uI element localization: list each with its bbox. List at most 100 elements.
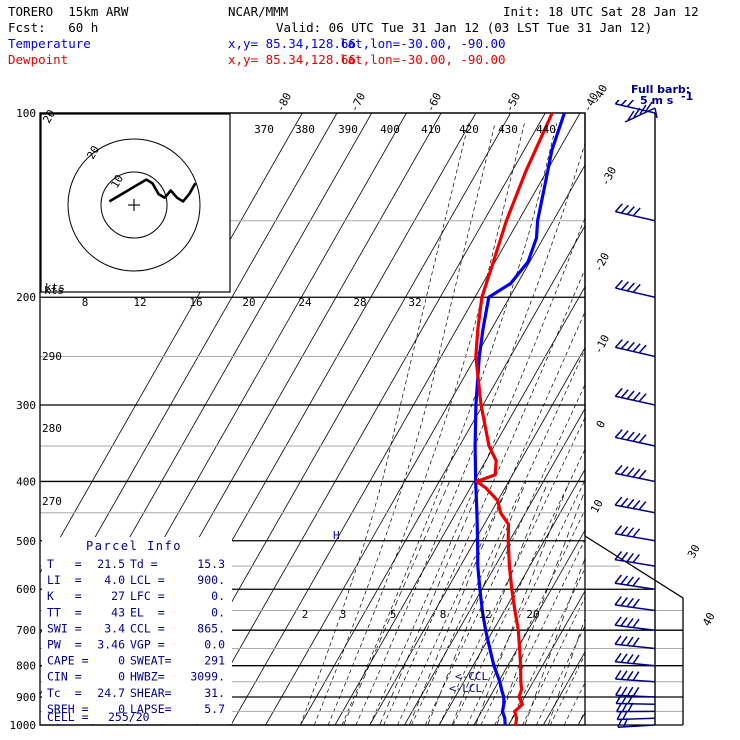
wind-scale-units: kts (44, 284, 64, 297)
thetae-label: 400 (380, 123, 400, 136)
isotherm-right-label: 10 (588, 497, 606, 515)
theta-label: 280 (42, 422, 62, 435)
wind-barb (614, 464, 656, 483)
isotherm (195, 113, 546, 725)
parcel-value-right: 0. (211, 605, 225, 619)
hodograph-ring-20 (67, 138, 201, 272)
wind-barb (614, 551, 656, 567)
isotherm (369, 346, 585, 725)
pressure-label: 700 (16, 624, 36, 637)
isotherm-top-label: -60 (424, 91, 445, 115)
temperature-latlon: lat,lon=-30.00, -90.00 (340, 36, 506, 51)
mixing-ratio-label: 12 (478, 608, 491, 621)
isotherm (230, 113, 581, 725)
thetae-label: 420 (459, 123, 479, 136)
parcel-key-right: LFC = (130, 589, 165, 603)
isotherm-right-label: 0 (594, 418, 609, 430)
parcel-value-right: 31. (204, 686, 225, 700)
theta-label: 270 (42, 495, 62, 508)
moist-adiabat (592, 123, 740, 725)
mixing-ratio-label: 2 (302, 608, 309, 621)
parcel-key-left: TT = (47, 605, 82, 619)
parcel-info-title: Parcel Info (86, 539, 182, 553)
isotherm (473, 529, 585, 725)
dewpoint-latlon: lat,lon=-30.00, -90.00 (340, 52, 506, 67)
full-barb-title: Full barb: (631, 83, 690, 96)
temperature-xy: x,y= 85.34,128.66 (228, 36, 356, 51)
hodograph-ring-10 (100, 171, 168, 239)
isotherm (613, 113, 740, 725)
thetae-label: 390 (338, 123, 358, 136)
parcel-value-left: 4.0 (104, 573, 125, 587)
mixing-ratio-labels: 2 3 5 8 12 20 (302, 608, 540, 621)
isotherm-right-label: -40 (590, 83, 611, 107)
wind-scale-label: 8 (82, 296, 89, 309)
thetae-labels: 370 380 390 400 410 420 430 440 (254, 123, 556, 136)
thetae-label: 380 (295, 123, 315, 136)
moist-adiabat (480, 509, 585, 725)
wind-barb-column (614, 100, 656, 728)
parcel-value-right: 0. (211, 589, 225, 603)
wind-scale-label: 20 (242, 296, 255, 309)
moist-adiabat (355, 142, 585, 725)
moist-adiabat (341, 123, 558, 725)
lcl-annotation: <-LCL (449, 682, 482, 695)
moist-adiabat (411, 348, 585, 725)
parcel-key-right: SHEAR= (130, 686, 172, 700)
theta-labels: 290 280 270 (42, 350, 62, 508)
parcel-key-left: K = (47, 589, 82, 603)
parcel-cell-value: 255/20 (108, 710, 150, 724)
isotherm-right-label: -20 (592, 251, 613, 275)
parcel-value-right: 865. (197, 621, 225, 635)
pressure-label: 400 (16, 475, 36, 488)
hodograph-ring-label-outer: 20 (40, 108, 58, 126)
hodograph-ring-label-10: 10 (108, 173, 126, 191)
parcel-value-right: 15.3 (197, 557, 225, 571)
wind-barb (614, 596, 656, 612)
hodograph-inset: 20 20 10 kts (40, 108, 231, 294)
isotherm-top-label: -80 (274, 91, 295, 115)
mixing-ratio-label: 20 (526, 608, 539, 621)
header-init: Init: 18 UTC Sat 28 Jan 12 (503, 4, 699, 19)
parcel-key-right: CCL = (130, 621, 165, 635)
moist-adiabat (397, 310, 585, 725)
moist-adiabat-marker: H (333, 529, 340, 542)
pressure-label: 500 (16, 535, 36, 548)
parcel-value-right: 3099. (190, 670, 225, 684)
wind-scale-label: 28 (353, 296, 366, 309)
pressure-axis-labels: 100 200 300 400 500 600 700 800 900 1000 (10, 107, 37, 732)
isotherm-right-label: 40 (700, 610, 718, 628)
isotherm-right-label: 30 (685, 542, 703, 560)
wind-barb (614, 429, 656, 447)
hodograph-trace (108, 178, 197, 203)
mixing-ratio-label: 5 (390, 608, 397, 621)
mixing-ratio-label: 3 (340, 608, 347, 621)
moist-adiabat (452, 448, 585, 725)
parcel-key-right: Td = (130, 557, 158, 571)
parcel-key-left: PW = (47, 638, 82, 652)
parcel-value-left: 3.4 (104, 621, 125, 635)
wind-barb (614, 387, 656, 406)
wind-scale-label: 12 (133, 296, 146, 309)
mixing-ratio-label: 8 (440, 608, 447, 621)
wind-barb (614, 525, 656, 542)
parcel-value-left: 27 (111, 589, 125, 603)
wind-speed-scale-labels: kts 8 12 16 20 24 28 32 (44, 284, 422, 309)
full-barb-glyph (624, 101, 658, 123)
parcel-value-left: 21.5 (97, 557, 125, 571)
header-valid: Valid: 06 UTC Tue 31 Jan 12 (03 LST Tue … (276, 20, 653, 35)
parcel-key-left: SREH = (47, 702, 89, 716)
header-model: TORERO 15km ARW (8, 4, 129, 19)
parcel-key-left: Tc = (47, 686, 82, 700)
moist-adiabat (563, 681, 585, 725)
parcel-key-right: LCL = (130, 573, 165, 587)
parcel-key-left: CIN = (47, 670, 82, 684)
parcel-value-left: 0 (118, 654, 125, 668)
parcel-key-right: HWBZ= (130, 670, 165, 684)
moist-adiabat (327, 123, 525, 725)
header-center: NCAR/MMM (228, 4, 289, 19)
thetae-label: 440 (536, 123, 556, 136)
parcel-value-left: 43 (111, 605, 125, 619)
legend-dewpoint-label: Dewpoint (8, 52, 69, 67)
